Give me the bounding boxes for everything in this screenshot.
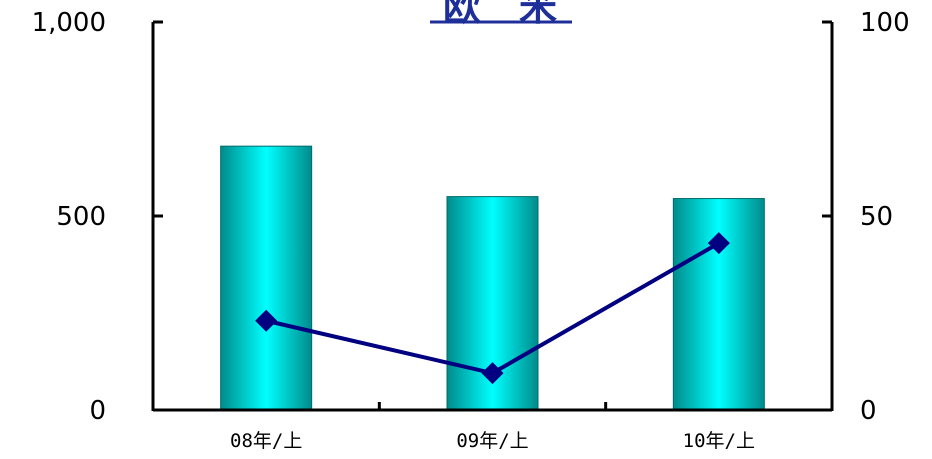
left-tick-label-2: 1,000 <box>32 8 106 38</box>
line-point-0 <box>255 309 278 332</box>
line-point-1 <box>481 362 504 385</box>
line-point-2 <box>707 232 730 255</box>
chart-title: 欧 米 <box>443 0 557 29</box>
bar-0 <box>220 145 313 411</box>
right-tick-label-0: 0 <box>860 396 877 426</box>
left-tick-label-1: 500 <box>56 202 106 232</box>
right-tick-label-1: 50 <box>860 202 893 232</box>
category-label-0: 08年/上 <box>230 430 302 452</box>
category-label-1: 09年/上 <box>456 430 528 452</box>
bar-2 <box>672 198 765 411</box>
left-tick-label-0: 0 <box>89 396 106 426</box>
category-label-2: 10年/上 <box>683 430 755 452</box>
right-tick-label-2: 100 <box>860 8 910 38</box>
